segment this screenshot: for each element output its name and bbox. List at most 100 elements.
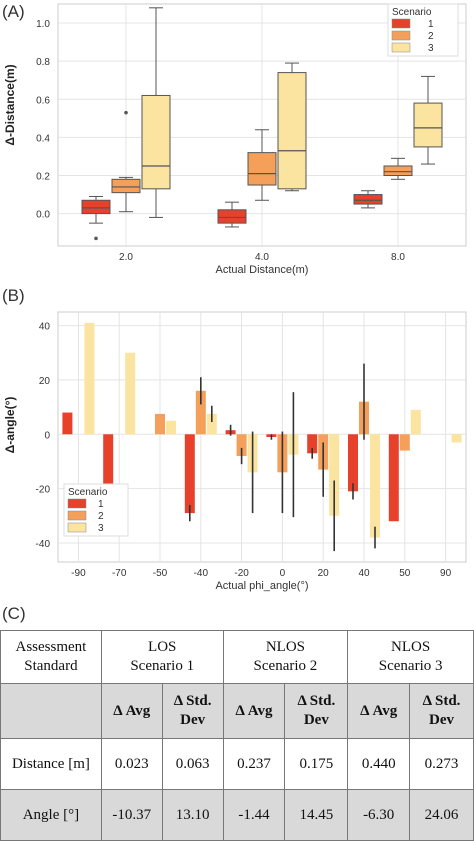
table-subheader-row: Δ Avg Δ Std. Dev Δ Avg Δ Std. Dev Δ Avg Δ … [0, 683, 474, 739]
header-standard: Assessment Standard [0, 630, 102, 684]
legend-title: Scenario [392, 7, 432, 18]
x-tick-label: -70 [112, 568, 127, 579]
subheader-avg: Δ Avg [347, 683, 411, 739]
table-cell: -6.30 [347, 789, 411, 841]
panel-a-label: (A) [2, 2, 25, 21]
y-tick-label: 0.4 [36, 133, 50, 144]
legend-label: 1 [428, 19, 434, 30]
header-s3-sub: Scenario 3 [378, 658, 443, 674]
subheader-avg: Δ Avg [222, 683, 286, 739]
y-tick-label: 0.8 [36, 57, 50, 68]
x-tick-label: 2.0 [119, 252, 133, 263]
header-s2-sub: Scenario 2 [253, 658, 318, 674]
table-cell: 0.023 [100, 738, 163, 790]
box-series-2 [111, 178, 141, 194]
subheader-std: Δ Std. Dev [284, 683, 349, 739]
box-series-2 [383, 165, 413, 176]
y-tick-label: 20 [39, 376, 51, 387]
bar-series-2 [236, 434, 247, 457]
x-tick-label: 0 [280, 568, 286, 579]
table-cell: -1.44 [222, 789, 286, 841]
bar-series-3 [329, 434, 340, 516]
header-s3-title: NLOS [391, 639, 431, 655]
table-cell: 0.440 [347, 738, 411, 790]
table-cell: 0.175 [284, 738, 349, 790]
bar-series-3 [166, 420, 176, 435]
y-tick-label: 0.2 [36, 171, 50, 182]
x-tick-label: -90 [71, 568, 86, 579]
x-tick-label: -40 [194, 568, 209, 579]
table-cell: -10.37 [100, 789, 163, 841]
stats-table-wrap: Assessment Standard LOS Scenario 1 NLOS … [0, 630, 474, 841]
bar-series-1 [307, 434, 318, 454]
bar-series-2 [155, 413, 165, 435]
header-scenario-3: NLOS Scenario 3 [347, 630, 474, 684]
bar-series-3 [451, 434, 462, 443]
table-cell: 0.063 [161, 738, 224, 790]
bar-series-3 [84, 322, 95, 435]
y-tick-label: 0.0 [36, 210, 50, 221]
box-series-2 [247, 152, 277, 186]
table-header-row: Assessment Standard LOS Scenario 1 NLOS … [0, 630, 474, 684]
x-tick-label: 4.0 [255, 252, 269, 263]
table-cell: 0.273 [409, 738, 474, 790]
table-row: Angle [°] -10.37 13.10 -1.44 14.45 -6.30… [0, 789, 474, 841]
box-series-1 [81, 199, 111, 215]
x-tick-label: 40 [358, 568, 370, 579]
bar-chart-angle: -40 -20 0 20 40 -90 -70 -50 -40 -20 0 20 40 50 90 Actua… [3, 311, 467, 592]
box-series-3 [413, 102, 443, 148]
box-series-1 [217, 209, 247, 224]
x-tick-label: 20 [318, 568, 330, 579]
legend-label: 1 [98, 499, 104, 510]
bar-series-2 [195, 390, 206, 435]
legend-label: 3 [98, 523, 104, 534]
box-plot-distance: 0.0 0.2 0.4 0.6 0.8 1.0 2.0 4.0 8.0 Actual Distan… [3, 3, 467, 276]
y-tick-label: 1.0 [36, 19, 50, 30]
legend-swatch [67, 498, 87, 509]
bar-series-3 [206, 413, 217, 435]
x-tick-label: 8.0 [391, 252, 405, 263]
bar-series-1 [348, 434, 358, 492]
y-tick-label: 40 [39, 322, 51, 333]
header-scenario-1: LOS Scenario 1 [100, 630, 224, 684]
legend-swatch [67, 522, 87, 533]
subheader-blank [0, 683, 102, 739]
x-axis-label: Actual Distance(m) [216, 264, 309, 276]
outlier-point [124, 110, 128, 115]
legend-title: Scenario [68, 487, 108, 498]
x-axis-label: Actual phi_angle(°) [215, 580, 308, 592]
box-series-3 [141, 94, 171, 190]
x-tick-label: -50 [153, 568, 168, 579]
row-label: Distance [m] [0, 738, 102, 790]
subheader-std: Δ Std. Dev [409, 683, 474, 739]
subheader-avg: Δ Avg [100, 683, 163, 739]
bar-series-3 [410, 409, 421, 435]
header-s2-title: NLOS [265, 639, 305, 655]
y-axis-label: Δ-Distance(m) [3, 64, 17, 145]
legend-label: 3 [428, 43, 434, 54]
x-tick-label: 90 [440, 568, 452, 579]
table-cell: 24.06 [409, 789, 474, 841]
stats-table: Assessment Standard LOS Scenario 1 NLOS … [0, 630, 474, 841]
bar-series-1 [388, 434, 399, 522]
x-tick-label: -20 [234, 568, 249, 579]
bar-series-1 [62, 412, 73, 435]
table-row: Distance [m] 0.023 0.063 0.237 0.175 0.4… [0, 738, 474, 790]
legend-swatch [67, 510, 87, 521]
bar-series-2 [399, 434, 410, 451]
bar-series-1 [184, 434, 195, 514]
y-tick-label: 0.6 [36, 95, 50, 106]
subheader-std: Δ Std. Dev [161, 683, 224, 739]
header-scenario-2: NLOS Scenario 2 [222, 630, 349, 684]
legend-swatch [391, 42, 411, 53]
y-tick-label: 0 [44, 430, 50, 441]
bar-series-3 [125, 352, 136, 435]
header-s1-sub: Scenario 1 [130, 658, 195, 674]
row-label: Angle [°] [0, 789, 102, 841]
box-series-1 [353, 194, 383, 205]
x-tick-label: 50 [399, 568, 411, 579]
y-axis-label: Δ-angle(°) [3, 397, 17, 454]
table-cell: 13.10 [161, 789, 224, 841]
legend-swatch [391, 18, 411, 29]
y-tick-label: -20 [36, 485, 51, 496]
